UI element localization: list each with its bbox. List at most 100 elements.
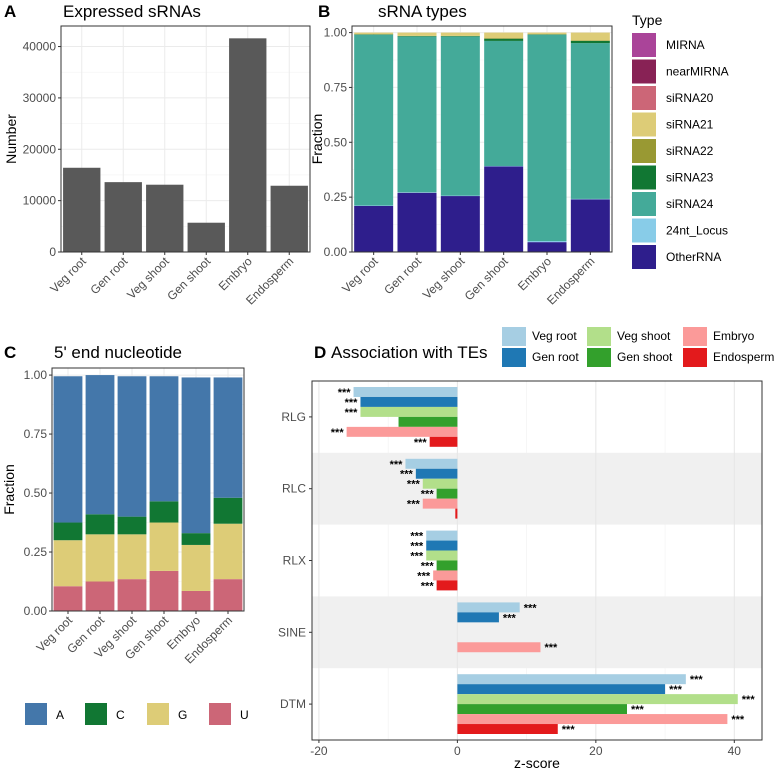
bar-u-veg-root [53,586,83,611]
panel-border [311,380,763,741]
bar-a-veg-root [53,376,83,523]
significance-label: *** [421,560,435,572]
bar-endosperm-dtm [457,724,558,734]
legend-key-g [147,703,169,725]
x-tick-label: Veg shoot [420,254,468,302]
legend-key-u [209,703,231,725]
significance-label: *** [407,499,421,511]
bar-u-veg-shoot [117,579,147,611]
y-tick-label: RLG [281,410,306,424]
bar-otherrna-gen-root [397,192,437,252]
bar-veg-shoot-rlc [422,478,458,489]
bar-u-gen-root [85,581,115,611]
x-tick-label: Gen shoot [164,254,214,304]
panel-d-title: Association with TEs [331,343,488,362]
y-tick-label: 30000 [23,91,57,105]
legend-label-otherrna: OtherRNA [666,250,721,264]
significance-label: *** [414,437,428,449]
bar-g-gen-shoot [149,522,179,571]
legend-label-endosperm: Endosperm [713,350,774,364]
legend-key-sirna24 [632,192,656,216]
bar-endosperm-rlg [429,436,458,447]
bar-sirna24-veg-shoot [440,36,480,196]
x-tick-label: Embryo [216,254,255,293]
bar-endosperm-rlx [436,580,458,591]
bar-sirna21-endosperm [570,32,610,41]
legend-key-a [25,703,47,725]
legend-key-sirna21 [632,112,656,137]
significance-label: *** [731,714,745,726]
legend-label-gen-shoot: Gen shoot [617,350,673,364]
legend-label-gen-root: Gen root [532,350,579,364]
legend-key-endosperm [683,348,707,367]
bar-embryo-rlx [433,570,458,581]
bar-veg-root-rlx [426,530,458,541]
y-tick-label: 20000 [23,142,57,156]
significance-label: *** [390,459,404,471]
bar-embryo-sine [457,642,541,653]
significance-label: *** [421,580,435,592]
y-tick-label: 0.75 [24,427,48,441]
bar-veg-root-rlc [405,458,458,469]
legend-label-u: U [240,708,249,722]
y-axis-title: Number [3,114,19,164]
significance-label: *** [669,684,683,696]
significance-label: *** [544,642,558,654]
bar-gen-shoot-rlx [436,560,458,571]
bar-gen-root-sine [457,612,499,623]
bar-veg-root-sine [457,602,520,613]
panel-b-title: sRNA types [378,2,467,21]
bar-otherrna-gen-shoot [484,166,524,252]
x-tick-label: Veg root [47,254,89,296]
bar-gen-shoot-rlc [436,488,458,499]
bar-c-veg-root [53,522,83,541]
bar-g-gen-root [85,534,115,582]
significance-label: *** [410,531,424,543]
bar-veg-root [63,167,101,252]
band-shade-rlc [312,452,762,525]
legend-key-gen-root [502,348,526,367]
bar-sirna21-veg-shoot [440,32,480,36]
legend-label-sirna21: siRNA21 [666,118,714,132]
x-tick-label: Embryo [515,254,554,293]
legend-title: Type [632,12,663,28]
bar-veg-shoot [146,184,184,252]
bar-sirna22-endosperm [570,40,610,41]
bar-veg-shoot-rlg [360,406,458,417]
legend-label-sirna23: siRNA23 [666,171,714,185]
legend-label-a: A [56,708,64,722]
bar-sirna21-veg-root [354,32,394,35]
bar-otherrna-veg-root [354,205,394,252]
y-tick-label: 1.00 [324,26,348,40]
legend-key-embryo [683,327,707,346]
bar-embryo-rlc [422,498,458,509]
significance-label: *** [503,612,517,624]
y-axis-title: Fraction [309,114,325,165]
legend-key-sirna23 [632,165,656,190]
y-tick-label: 0.50 [24,486,48,500]
y-tick-label: 10000 [23,194,57,208]
significance-label: *** [421,489,435,501]
significance-label: *** [410,541,424,553]
panel-a-letter: A [4,2,16,21]
x-tick-label: Gen shoot [462,254,512,304]
bar-gen-shoot-dtm [457,704,627,715]
bar-embryo-rlg [346,426,458,437]
y-tick-label: SINE [278,625,306,639]
significance-label: *** [562,724,576,736]
panel-c-title: 5' end nucleotide [54,343,182,362]
y-tick-label: 0.50 [324,135,348,149]
legend-label-mirna: MIRNA [666,38,705,52]
x-axis-title: z-score [514,755,560,771]
x-tick-label: 40 [728,744,742,758]
bar-24nt-locus-embryo [527,241,567,243]
panel-border [351,25,613,253]
bar-u-endosperm [213,579,243,611]
significance-label: *** [345,407,359,419]
panel-c-letter: C [4,343,16,362]
significance-label: *** [742,694,756,706]
bar-a-embryo [181,377,211,534]
bar-sirna21-gen-shoot [484,32,524,39]
legend-label-g: G [178,708,187,722]
